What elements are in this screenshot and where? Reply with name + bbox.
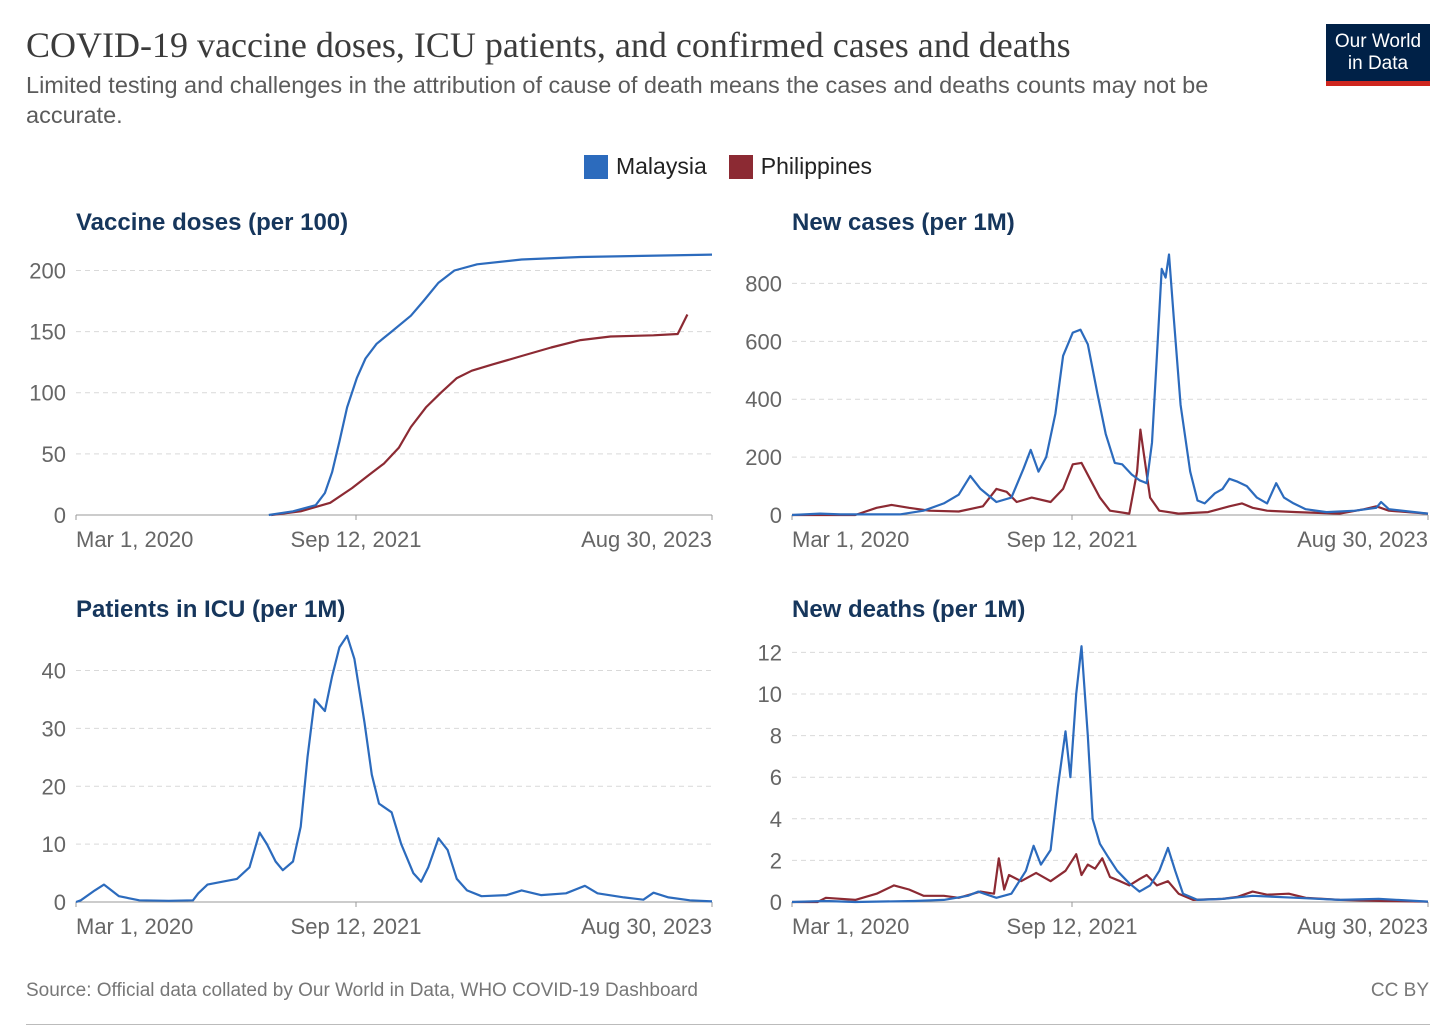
x-tick-label: Aug 30, 2023	[581, 527, 712, 552]
y-tick-label: 40	[42, 659, 66, 684]
x-tick-label: Mar 1, 2020	[76, 527, 193, 552]
x-tick-label: Sep 12, 2021	[1007, 527, 1138, 552]
x-tick-label: Aug 30, 2023	[1297, 914, 1428, 939]
y-tick-label: 0	[770, 890, 782, 915]
x-tick-label: Aug 30, 2023	[1297, 527, 1428, 552]
x-tick-label: Sep 12, 2021	[291, 527, 422, 552]
series-line-philippines[interactable]	[792, 853, 1429, 904]
legend-label-malaysia: Malaysia	[615, 153, 707, 179]
y-tick-label: 30	[42, 716, 66, 741]
y-tick-label: 10	[42, 832, 66, 857]
x-tick-label: Aug 30, 2023	[581, 914, 712, 939]
y-tick-label: 0	[54, 503, 66, 528]
y-tick-label: 6	[770, 765, 782, 790]
license-note: CC BY	[1370, 980, 1429, 1001]
series-line-malaysia[interactable]	[791, 253, 1429, 517]
y-tick-label: 0	[770, 503, 782, 528]
panel-title: Vaccine doses (per 100)	[76, 209, 348, 236]
x-tick-label: Sep 12, 2021	[1007, 914, 1138, 939]
legend-label-philippines: Philippines	[760, 153, 872, 179]
y-tick-label: 8	[770, 724, 782, 749]
source-note: Source: Official data collated by Our Wo…	[26, 980, 698, 1001]
legend-item-malaysia[interactable]: Malaysia	[583, 153, 707, 180]
series-line-malaysia[interactable]	[791, 645, 1429, 904]
y-tick-label: 150	[29, 320, 66, 345]
owid-logo[interactable]: Our World in Data	[1326, 24, 1430, 86]
y-tick-label: 100	[29, 381, 66, 406]
series-line-philippines[interactable]	[271, 314, 689, 517]
panel-title: New cases (per 1M)	[792, 209, 1015, 236]
y-tick-label: 4	[770, 807, 782, 832]
panel-title: New deaths (per 1M)	[792, 596, 1025, 623]
x-tick-label: Mar 1, 2020	[76, 914, 193, 939]
series-line-malaysia[interactable]	[268, 253, 713, 517]
y-tick-label: 10	[758, 682, 782, 707]
chart-subtitle: Limited testing and challenges in the at…	[26, 72, 1209, 128]
y-tick-label: 800	[745, 271, 782, 296]
series-line-philippines[interactable]	[792, 428, 1429, 517]
y-tick-label: 200	[29, 258, 66, 283]
legend-swatch-malaysia	[583, 154, 608, 179]
y-tick-label: 400	[745, 387, 782, 412]
legend-swatch-philippines	[728, 154, 753, 179]
logo-line-1: Our World	[1334, 31, 1422, 52]
y-tick-label: 200	[745, 445, 782, 470]
x-tick-label: Sep 12, 2021	[291, 914, 422, 939]
bottom-divider	[26, 1024, 1430, 1025]
panel-title: Patients in ICU (per 1M)	[76, 596, 345, 623]
y-tick-label: 20	[42, 774, 66, 799]
y-tick-label: 12	[758, 640, 782, 665]
x-tick-label: Mar 1, 2020	[792, 527, 909, 552]
legend-item-philippines[interactable]: Philippines	[728, 153, 872, 180]
series-line-malaysia[interactable]	[75, 634, 713, 904]
y-tick-label: 600	[745, 329, 782, 354]
x-tick-label: Mar 1, 2020	[792, 914, 909, 939]
chart-title: COVID-19 vaccine doses, ICU patients, an…	[26, 25, 1071, 65]
y-tick-label: 2	[770, 848, 782, 873]
y-tick-label: 0	[54, 890, 66, 915]
y-tick-label: 50	[42, 442, 66, 467]
legend: Malaysia Philippines	[0, 153, 1456, 180]
logo-line-2: in Data	[1347, 53, 1409, 74]
